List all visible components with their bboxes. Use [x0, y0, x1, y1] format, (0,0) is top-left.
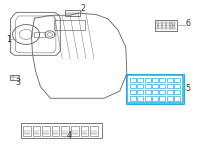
Bar	[54, 20, 85, 30]
Bar	[42, 126, 50, 136]
Bar	[159, 90, 165, 95]
Bar	[130, 96, 136, 101]
Bar	[152, 78, 158, 82]
Bar	[145, 90, 151, 95]
Text: 6: 6	[186, 20, 191, 29]
Bar	[159, 96, 165, 101]
Bar	[174, 90, 180, 95]
Bar	[174, 78, 180, 82]
Bar	[137, 90, 143, 95]
Bar	[130, 78, 136, 82]
Bar	[34, 32, 45, 37]
Text: 4: 4	[67, 131, 72, 140]
Bar	[172, 27, 175, 29]
Bar	[157, 25, 159, 26]
Bar	[155, 20, 177, 31]
Bar	[157, 22, 159, 24]
Bar	[174, 84, 180, 88]
Bar	[161, 22, 163, 24]
Bar	[126, 74, 184, 104]
Bar	[157, 27, 159, 29]
Bar	[169, 22, 171, 24]
Bar	[152, 90, 158, 95]
Bar	[165, 27, 167, 29]
Bar	[130, 90, 136, 95]
Bar	[169, 27, 171, 29]
Bar	[137, 96, 143, 101]
Text: 3: 3	[15, 78, 20, 87]
Bar	[152, 96, 158, 101]
Bar	[152, 84, 158, 88]
Bar	[159, 84, 165, 88]
Text: 1: 1	[7, 35, 12, 44]
Bar	[161, 27, 163, 29]
Bar	[169, 25, 171, 26]
Bar	[81, 126, 88, 136]
Bar	[167, 78, 173, 82]
Bar	[161, 25, 163, 26]
Bar	[90, 126, 98, 136]
Bar	[52, 126, 59, 136]
Bar	[71, 126, 79, 136]
Bar	[145, 84, 151, 88]
Bar	[21, 123, 102, 138]
Bar	[174, 96, 180, 101]
Text: 2: 2	[81, 4, 86, 13]
Bar	[10, 75, 19, 80]
Bar	[145, 96, 151, 101]
Bar	[61, 126, 69, 136]
Bar	[127, 75, 183, 103]
Bar	[65, 10, 80, 16]
Bar	[137, 78, 143, 82]
Bar	[137, 84, 143, 88]
Bar	[33, 126, 40, 136]
Bar	[167, 84, 173, 88]
Bar	[165, 22, 167, 24]
Text: 5: 5	[186, 84, 191, 93]
Bar	[130, 84, 136, 88]
Bar	[23, 126, 31, 136]
Bar	[145, 78, 151, 82]
Bar	[167, 96, 173, 101]
Bar	[165, 25, 167, 26]
Bar	[159, 78, 165, 82]
Bar	[167, 90, 173, 95]
Bar	[172, 25, 175, 26]
Bar	[172, 22, 175, 24]
